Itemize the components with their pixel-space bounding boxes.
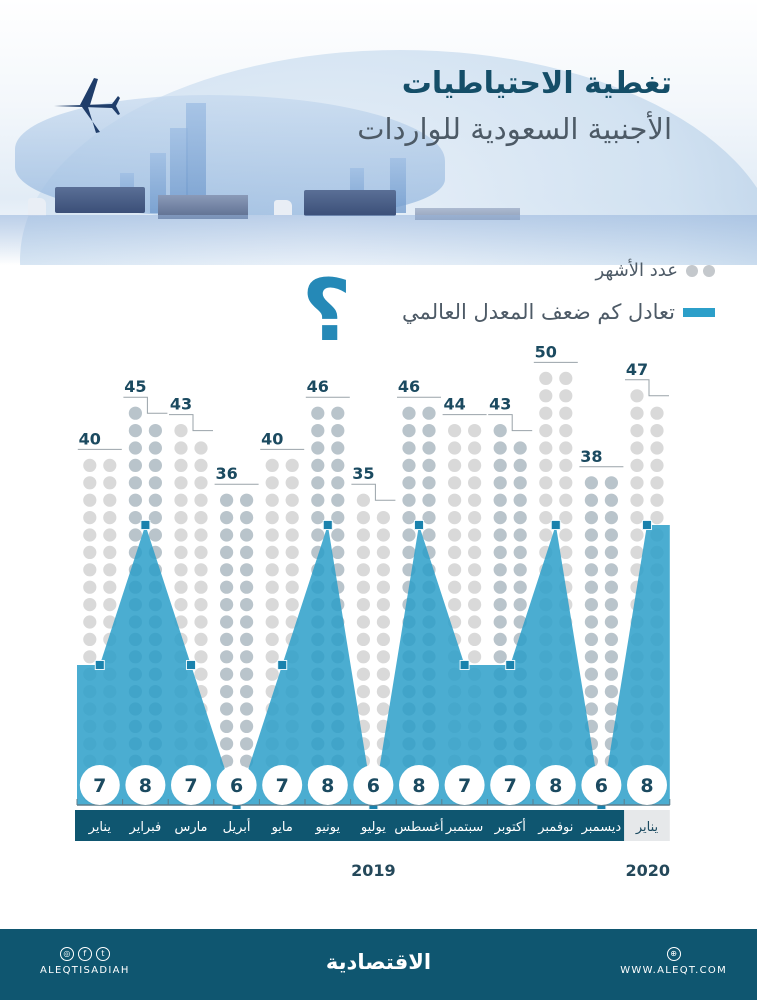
ratio-value: 8	[321, 775, 334, 797]
legend-ratio: تعادل كم ضعف المعدل العالمي	[402, 300, 715, 324]
ratio-badge	[307, 765, 348, 805]
month-count-label: 38	[580, 447, 602, 466]
month-label: نوفمبر	[537, 820, 573, 835]
ratio-badge	[399, 765, 439, 805]
month-count-label: 50	[535, 342, 557, 361]
ratio-marker	[140, 520, 151, 530]
ratio-badge	[171, 765, 211, 805]
truck-cab	[274, 200, 292, 218]
month-count-label: 46	[398, 377, 420, 396]
ratio-marker	[414, 520, 424, 530]
month-label: مارس	[174, 820, 207, 835]
website-link[interactable]: WWW.ALEQT.COM	[620, 965, 727, 976]
legend-ratio-label: تعادل كم ضعف المعدل العالمي	[402, 300, 675, 324]
ratio-area	[77, 525, 670, 805]
footer: ◎ f t ALEQTISADIAH الاقتصادية ⊕ WWW.ALEQ…	[0, 929, 757, 1000]
ratio-value: 8	[640, 775, 653, 797]
truck-container	[55, 187, 145, 213]
ratio-value: 6	[367, 775, 380, 797]
ratio-marker	[642, 520, 652, 530]
ratio-badge	[627, 765, 667, 805]
area-legend-icon	[683, 307, 715, 317]
month-label-bar	[75, 810, 625, 841]
ratio-badge	[262, 765, 303, 805]
ratio-value: 8	[549, 775, 562, 797]
ratio-badge	[535, 765, 576, 805]
month-label: يوليو	[360, 820, 386, 835]
website-block: ⊕ WWW.ALEQT.COM	[620, 947, 727, 976]
ratio-marker	[505, 660, 516, 670]
header-illustration	[0, 0, 757, 265]
dot-bar: 36	[214, 464, 259, 803]
ratio-value: 8	[412, 775, 425, 797]
month-count-label: 44	[443, 395, 465, 414]
ratio-value: 7	[458, 775, 471, 797]
ratio-badge	[581, 765, 622, 805]
ratio-marker	[322, 520, 333, 530]
month-label: أغسطس	[394, 818, 443, 835]
brand-logo: الاقتصادية	[325, 950, 432, 974]
truck-cab	[28, 198, 46, 216]
ratio-badge	[79, 765, 120, 805]
year-label: 2020	[626, 861, 671, 880]
month-count-label: 45	[124, 377, 146, 396]
month-label: يناير	[88, 820, 112, 835]
truck-container	[304, 190, 396, 216]
month-count-label: 35	[352, 464, 374, 483]
month-count-label: 40	[79, 429, 101, 448]
facebook-icon[interactable]: f	[77, 947, 92, 961]
chart-subtitle: الأجنبية السعودية للواردات	[357, 112, 672, 146]
ratio-badge	[490, 765, 531, 805]
month-count-label: 40	[261, 429, 283, 448]
month-count-label: 47	[626, 360, 648, 379]
ratio-marker	[550, 520, 561, 530]
ratio-value: 6	[595, 775, 608, 797]
ratio-badge	[444, 765, 485, 805]
month-label: يناير	[635, 820, 659, 835]
month-count-label: 43	[170, 395, 192, 414]
month-label: ديسمبر	[581, 820, 622, 835]
month-label: فبراير	[129, 820, 162, 835]
year-label: 2019	[351, 861, 396, 880]
month-label: أكتوبر	[494, 818, 526, 835]
month-count-label: 43	[489, 395, 511, 414]
ratio-badge	[125, 765, 166, 805]
ratio-marker	[459, 660, 470, 670]
dots-legend-icon	[686, 264, 715, 277]
ratio-marker	[186, 660, 196, 670]
chart-title: تغطية الاحتياطيات	[401, 66, 672, 101]
ratio-value: 6	[230, 775, 243, 797]
social-block: ◎ f t ALEQTISADIAH	[40, 947, 130, 976]
globe-icon: ⊕	[666, 947, 681, 961]
airplane-icon	[54, 78, 120, 133]
ratio-badge	[353, 765, 394, 805]
water-reflection	[0, 215, 757, 265]
building	[170, 128, 188, 213]
building	[186, 103, 206, 213]
ratio-marker	[94, 660, 105, 670]
legend-months-label: عدد الأشهر	[595, 260, 678, 281]
ratio-marker	[277, 660, 288, 670]
ratio-value: 7	[504, 775, 517, 797]
month-label: مايو	[271, 820, 293, 835]
ratio-badge	[216, 765, 257, 805]
month-label-bar-2020	[624, 810, 670, 841]
month-label: سبتمبر	[445, 820, 483, 835]
ratio-value: 7	[276, 775, 289, 797]
month-label: أبريل	[223, 818, 251, 835]
instagram-icon[interactable]: ◎	[59, 947, 74, 961]
ratio-value: 8	[139, 775, 152, 797]
social-handle: ALEQTISADIAH	[40, 965, 130, 976]
ratio-value: 7	[184, 775, 197, 797]
month-label: يونيو	[315, 820, 341, 835]
twitter-icon[interactable]: t	[95, 947, 110, 961]
legend-months: عدد الأشهر	[595, 260, 715, 281]
month-count-label: 46	[307, 377, 329, 396]
ratio-value: 7	[93, 775, 106, 797]
month-count-label: 36	[215, 464, 237, 483]
